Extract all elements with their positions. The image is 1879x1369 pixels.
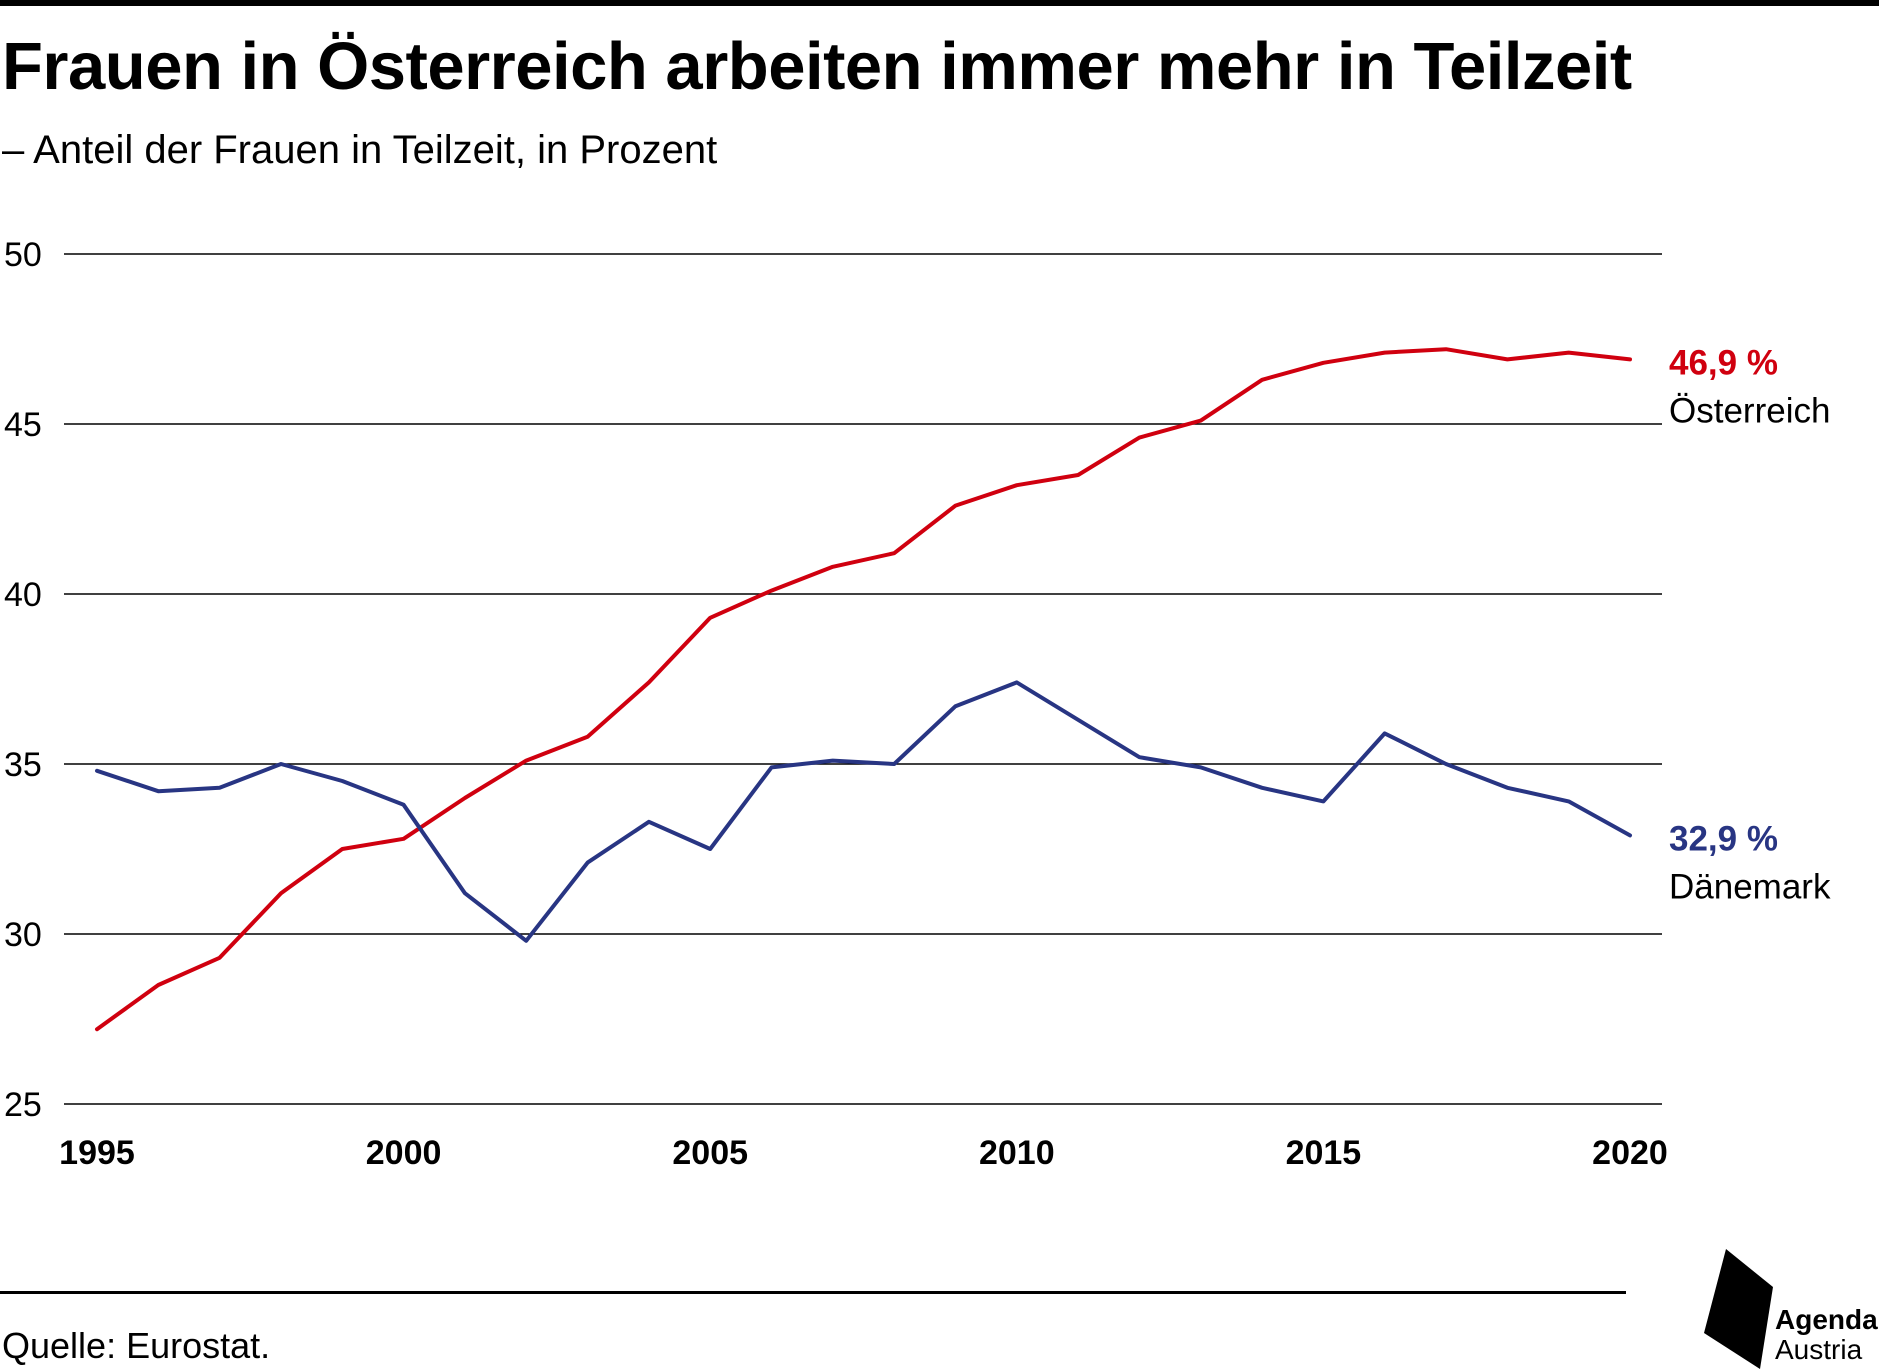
agenda-austria-logo-icon: [1704, 1249, 1773, 1369]
series-line-daenemark: [95, 680, 1632, 943]
series-name-label: Dänemark: [1669, 867, 1831, 906]
bottom-rule: [0, 1291, 1626, 1294]
chart-title: Frauen in Österreich arbeiten immer mehr…: [2, 29, 1632, 104]
x-tick-label: 2005: [672, 1134, 748, 1172]
chart-subtitle: – Anteil der Frauen in Teilzeit, in Proz…: [2, 128, 718, 172]
y-tick-label: 50: [4, 236, 42, 274]
series-end-value-label: 46,9 %: [1669, 343, 1778, 382]
series-end-value-label: 32,9 %: [1669, 819, 1778, 858]
y-tick-label: 30: [4, 916, 42, 954]
top-rule: [0, 0, 1879, 6]
x-tick-label: 2020: [1592, 1134, 1668, 1172]
logo-text-agenda: Agenda: [1775, 1304, 1878, 1335]
x-tick-label: 2015: [1286, 1134, 1362, 1172]
line-chart: 25 30 35 40 45 50 1995 2000 2005 2010 2015 2020 46,9…: [4, 236, 1831, 1172]
source-note: Quelle: Eurostat.: [2, 1325, 271, 1366]
x-tick-label: 2000: [366, 1134, 442, 1172]
series-line-oesterreich: [95, 347, 1632, 1032]
y-tick-label: 45: [4, 406, 42, 444]
y-tick-label: 25: [4, 1086, 42, 1124]
series-name-label: Österreich: [1669, 391, 1830, 430]
y-tick-label: 35: [4, 746, 42, 784]
logo-text-austria: Austria: [1775, 1334, 1863, 1365]
x-tick-label: 1995: [59, 1134, 135, 1172]
y-tick-label: 40: [4, 576, 42, 614]
x-tick-label: 2010: [979, 1134, 1055, 1172]
